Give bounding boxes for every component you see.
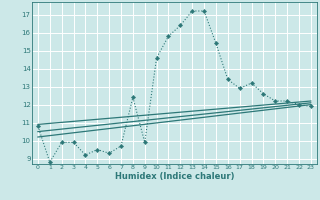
X-axis label: Humidex (Indice chaleur): Humidex (Indice chaleur)	[115, 172, 234, 181]
